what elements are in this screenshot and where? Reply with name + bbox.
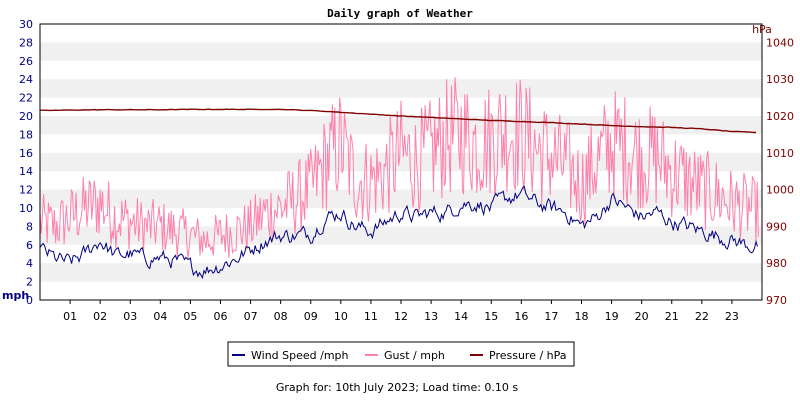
x-tick-label: 05 — [183, 310, 197, 323]
x-tick-label: 11 — [364, 310, 378, 323]
series-line-gust-mph — [39, 77, 759, 260]
left-tick-label: 24 — [19, 73, 33, 86]
left-tick-label: 18 — [19, 128, 33, 141]
x-axis-ticks: 01 02 03 04 05 06 07 08 09 10 11 12 13 14 15 16 17 18 19 20… — [63, 300, 739, 323]
grid-band — [40, 116, 762, 135]
right-tick-label: 1020 — [766, 110, 794, 123]
right-tick-label: 1040 — [766, 36, 794, 49]
series-line-pressure-hpa — [39, 108, 757, 134]
x-tick-label: 17 — [544, 310, 558, 323]
legend-label: Pressure / hPa — [489, 349, 567, 362]
right-tick-label: 1000 — [766, 184, 794, 197]
left-tick-label: 10 — [19, 202, 33, 215]
left-tick-label: 26 — [19, 55, 33, 68]
left-tick-label: 8 — [26, 220, 33, 233]
grid-band — [40, 152, 762, 172]
x-tick-label: 13 — [424, 310, 438, 323]
left-tick-label: 6 — [26, 239, 33, 252]
legend-box — [227, 341, 575, 367]
grid-band — [40, 189, 762, 208]
left-tick-label: 20 — [19, 110, 33, 123]
left-tick-label: 22 — [19, 92, 33, 105]
series-line-wind-speed-mph — [39, 185, 758, 280]
x-tick-label: 19 — [605, 310, 619, 323]
chart-title: Daily graph of Weather — [327, 7, 473, 20]
x-tick-label: 14 — [454, 310, 468, 323]
x-tick-label: 03 — [123, 310, 137, 323]
x-tick-label: 07 — [244, 310, 258, 323]
left-tick-label: 14 — [19, 165, 33, 178]
left-tick-label: 16 — [19, 147, 33, 160]
right-tick-label: 1010 — [766, 147, 794, 160]
grid-band — [40, 226, 762, 245]
x-tick-label: 16 — [514, 310, 528, 323]
right-tick-label: 970 — [766, 294, 787, 307]
right-axis-ticks: 970 980 990 1000 1010 1020 1030 1040 — [766, 36, 794, 307]
left-tick-label: 2 — [26, 276, 33, 289]
right-tick-label: 1030 — [766, 73, 794, 86]
grid-bands — [40, 42, 762, 282]
legend-label: Gust / mph — [384, 349, 445, 362]
x-tick-label: 22 — [695, 310, 709, 323]
footer-text: Graph for: 10th July 2023; Load time: 0.… — [276, 381, 519, 394]
left-tick-label: 4 — [26, 257, 33, 270]
left-tick-label: 0 — [26, 294, 33, 307]
x-tick-label: 02 — [93, 310, 107, 323]
x-tick-label: 10 — [334, 310, 348, 323]
left-tick-label: 30 — [19, 18, 33, 31]
x-tick-label: 18 — [575, 310, 589, 323]
right-tick-label: 990 — [766, 220, 787, 233]
grid-band — [40, 263, 762, 282]
legend: Wind Speed /mph Gust / mph Pressure / hPa — [227, 341, 575, 367]
legend-label: Wind Speed /mph — [251, 349, 349, 362]
left-tick-label: 28 — [19, 36, 33, 49]
x-tick-label: 20 — [635, 310, 649, 323]
left-axis-unit: mph — [2, 289, 29, 302]
left-tick-label: 12 — [19, 184, 33, 197]
series-layer — [39, 77, 759, 280]
plot-frame — [39, 23, 763, 301]
x-tick-label: 23 — [725, 310, 739, 323]
x-tick-label: 01 — [63, 310, 77, 323]
x-tick-label: 04 — [153, 310, 167, 323]
x-tick-label: 06 — [214, 310, 228, 323]
grid-band — [40, 42, 762, 61]
x-tick-label: 21 — [665, 310, 679, 323]
right-tick-label: 980 — [766, 257, 787, 270]
grid-band — [40, 79, 762, 98]
x-tick-label: 12 — [394, 310, 408, 323]
x-tick-label: 15 — [484, 310, 498, 323]
x-tick-label: 08 — [274, 310, 288, 323]
x-tick-label: 09 — [304, 310, 318, 323]
